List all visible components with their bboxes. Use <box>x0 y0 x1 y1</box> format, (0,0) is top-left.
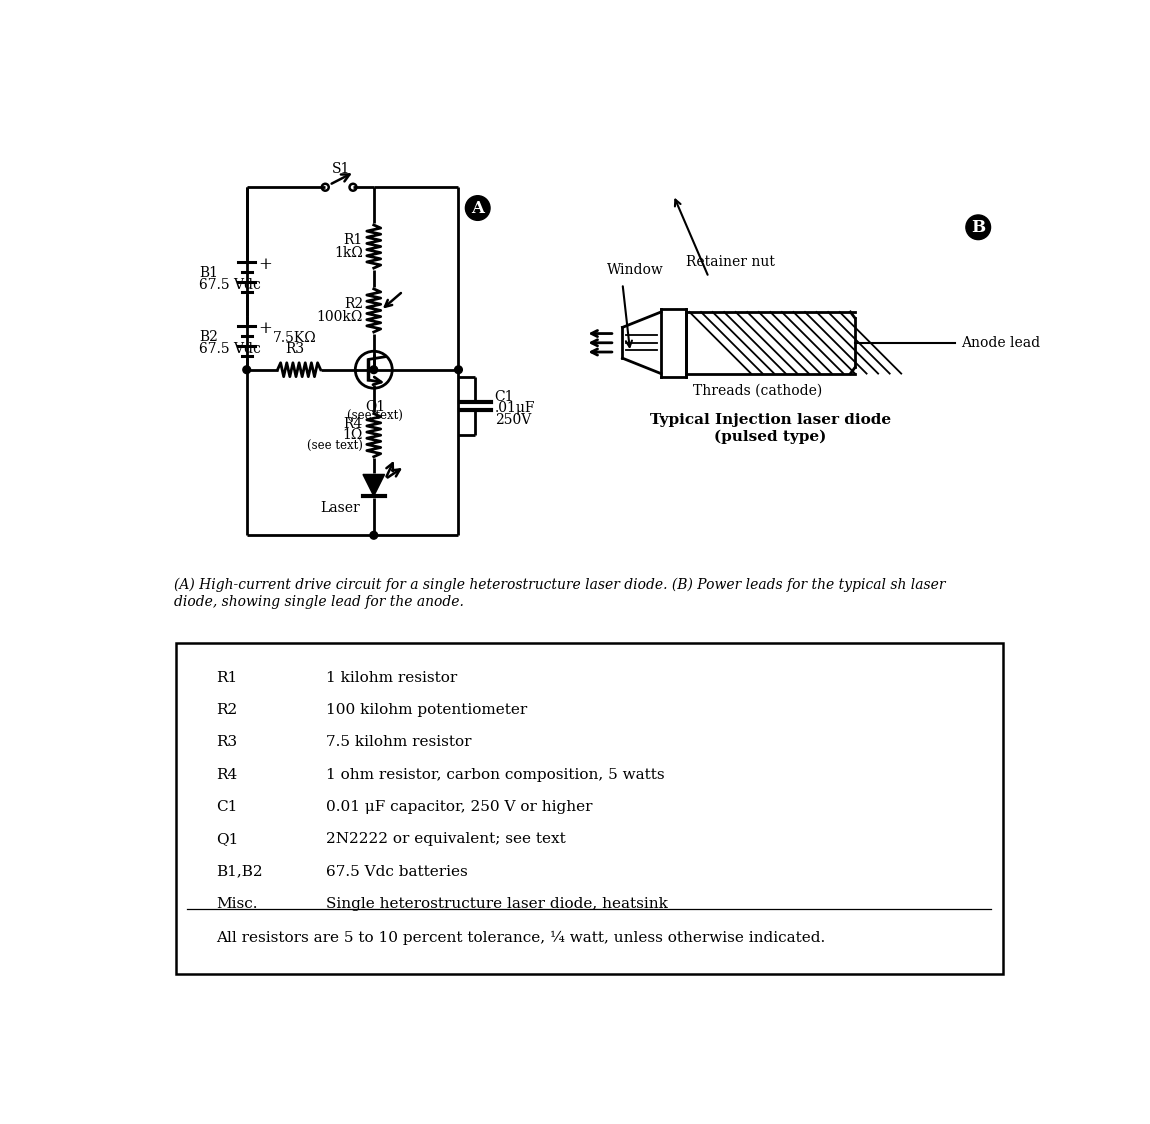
Text: 1Ω: 1Ω <box>343 428 363 442</box>
Text: 1 kilohm resistor: 1 kilohm resistor <box>327 671 458 685</box>
Text: 67.5 Vdc batteries: 67.5 Vdc batteries <box>327 864 468 879</box>
Text: 7.5KΩ: 7.5KΩ <box>274 332 317 345</box>
Text: Laser: Laser <box>320 501 360 515</box>
Text: A: A <box>472 200 484 217</box>
Text: R2: R2 <box>344 297 363 310</box>
Bar <box>176 643 1003 975</box>
Text: R4: R4 <box>344 417 363 432</box>
Text: R1: R1 <box>344 233 363 246</box>
Text: 67.5 Vdc: 67.5 Vdc <box>199 342 261 356</box>
Text: R3: R3 <box>216 735 237 750</box>
Circle shape <box>370 366 377 373</box>
Text: Q1: Q1 <box>216 833 238 846</box>
Text: 100 kilohm potentiometer: 100 kilohm potentiometer <box>327 704 528 717</box>
Text: Single heterostructure laser diode, heatsink: Single heterostructure laser diode, heat… <box>327 897 668 912</box>
Text: C1: C1 <box>216 800 237 814</box>
Text: (see text): (see text) <box>307 439 363 453</box>
Text: Typical Injection laser diode: Typical Injection laser diode <box>650 413 891 427</box>
Text: 1kΩ: 1kΩ <box>335 246 363 261</box>
Text: Retainer nut: Retainer nut <box>685 255 774 269</box>
Text: Q1: Q1 <box>366 399 385 413</box>
Text: diode, showing single lead for the anode.: diode, showing single lead for the anode… <box>174 595 463 608</box>
Text: C1: C1 <box>494 390 514 404</box>
Text: B: B <box>971 219 986 236</box>
Polygon shape <box>363 474 384 496</box>
Text: R2: R2 <box>216 704 237 717</box>
Text: (A) High-current drive circuit for a single heterostructure laser diode. (B) Pow: (A) High-current drive circuit for a sin… <box>174 578 945 592</box>
Circle shape <box>243 366 251 373</box>
Text: 67.5 Vdc: 67.5 Vdc <box>199 278 261 292</box>
Text: S1: S1 <box>332 162 351 175</box>
Text: (see text): (see text) <box>347 410 404 423</box>
Text: R4: R4 <box>216 768 237 782</box>
Text: +: + <box>259 319 273 337</box>
Text: B1,B2: B1,B2 <box>216 864 262 879</box>
Text: 7.5 kilohm resistor: 7.5 kilohm resistor <box>327 735 472 750</box>
Text: 0.01 μF capacitor, 250 V or higher: 0.01 μF capacitor, 250 V or higher <box>327 800 592 814</box>
Text: R3: R3 <box>285 342 305 356</box>
Circle shape <box>966 215 990 239</box>
Text: Threads (cathode): Threads (cathode) <box>693 383 822 398</box>
Text: (pulsed type): (pulsed type) <box>714 429 827 444</box>
Text: R1: R1 <box>216 671 237 685</box>
Text: 2N2222 or equivalent; see text: 2N2222 or equivalent; see text <box>327 833 566 846</box>
Text: 250V: 250V <box>494 414 531 427</box>
Text: All resistors are 5 to 10 percent tolerance, ¼ watt, unless otherwise indicated.: All resistors are 5 to 10 percent tolera… <box>216 931 826 945</box>
Text: +: + <box>259 256 273 273</box>
Text: Misc.: Misc. <box>216 897 258 912</box>
Text: B1: B1 <box>199 266 218 281</box>
Circle shape <box>370 532 377 540</box>
Text: B2: B2 <box>199 330 217 344</box>
Circle shape <box>454 366 462 373</box>
Text: .01μF: .01μF <box>494 401 535 415</box>
Circle shape <box>466 196 490 220</box>
Text: Anode lead: Anode lead <box>961 336 1041 350</box>
Text: 1 ohm resistor, carbon composition, 5 watts: 1 ohm resistor, carbon composition, 5 wa… <box>327 768 665 782</box>
Text: Window: Window <box>607 263 664 277</box>
Text: 100kΩ: 100kΩ <box>316 310 363 325</box>
